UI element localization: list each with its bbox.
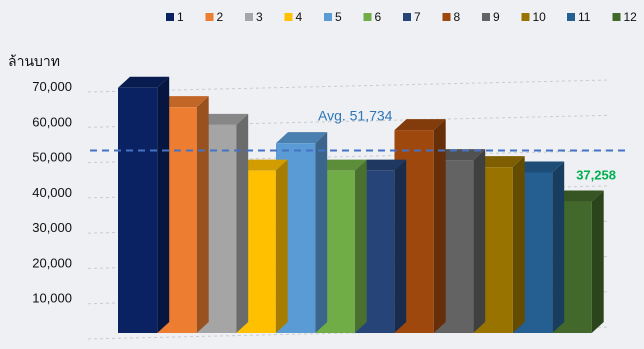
y-tick-label: 60,000: [32, 114, 72, 129]
data-labels: 37,258: [576, 168, 616, 183]
bar-side: [275, 159, 288, 333]
legend-label: 10: [533, 10, 547, 24]
y-tick-label: 70,000: [32, 79, 72, 94]
bar-side: [354, 159, 367, 333]
bar-top: [276, 132, 328, 144]
y-axis-ticks: 10,000 20,000 30,000 40,000 50,000 60,000 70,0…: [32, 79, 72, 306]
legend-label: 7: [414, 10, 421, 24]
bar-side: [394, 159, 407, 333]
y-tick-label: 40,000: [32, 185, 72, 200]
legend-label: 1: [177, 10, 184, 24]
legend-swatch: [245, 13, 253, 21]
bar: [118, 76, 170, 333]
legend-swatch: [403, 13, 411, 21]
legend-label: 6: [375, 10, 382, 24]
legend-swatch: [166, 13, 174, 21]
y-tick-label: 10,000: [32, 291, 72, 306]
chart-legend: 1 2 3 4 5 6 7 8 9 10 11 12: [166, 10, 637, 24]
bar-side: [552, 161, 565, 333]
bar-top: [118, 76, 170, 88]
bar-front: [118, 87, 158, 333]
legend-swatch: [521, 13, 530, 21]
y-tick-label: 20,000: [32, 255, 72, 270]
legend-label: 3: [256, 10, 263, 24]
bar-top: [315, 159, 367, 171]
legend-swatch: [482, 13, 490, 21]
legend-swatch: [284, 13, 293, 21]
legend-label: 2: [217, 10, 224, 24]
bar-side: [591, 190, 604, 333]
legend-label: 5: [335, 10, 342, 24]
bar-side: [236, 113, 249, 333]
legend-swatch: [324, 13, 332, 21]
legend-label: 11: [578, 10, 591, 24]
legend-label: 4: [296, 10, 303, 24]
data-label: 37,258: [576, 168, 616, 183]
bar-top: [473, 156, 525, 168]
bar-side: [433, 119, 446, 333]
y-axis-label: ล้านบาท: [8, 53, 60, 69]
bar-top: [197, 113, 249, 125]
legend-swatch: [567, 13, 575, 21]
legend-label: 12: [624, 10, 638, 24]
bar: [355, 159, 407, 333]
legend-label: 9: [493, 10, 500, 24]
legend-swatch: [612, 13, 621, 21]
average-label: Avg. 51,734: [318, 107, 393, 123]
y-tick-label: 50,000: [32, 150, 72, 165]
bar-top: [513, 161, 565, 173]
y-tick-label: 30,000: [32, 220, 72, 235]
legend-swatch: [363, 13, 372, 21]
legend-label: 8: [454, 10, 461, 24]
bar-top: [394, 119, 446, 131]
bar-top: [434, 149, 486, 161]
bar-side: [473, 149, 486, 333]
bar-top: [355, 159, 407, 171]
legend-swatch: [442, 13, 451, 21]
bar-side: [196, 96, 209, 334]
bar-side: [157, 76, 170, 333]
bar-top: [552, 190, 604, 202]
legend-swatch: [205, 13, 214, 21]
average-line-group: Avg. 51,734: [90, 107, 630, 152]
bars: [118, 76, 604, 334]
bar-top: [236, 159, 288, 171]
bar-side: [512, 156, 525, 333]
bar-side: [315, 132, 328, 333]
bar-top: [157, 96, 209, 108]
